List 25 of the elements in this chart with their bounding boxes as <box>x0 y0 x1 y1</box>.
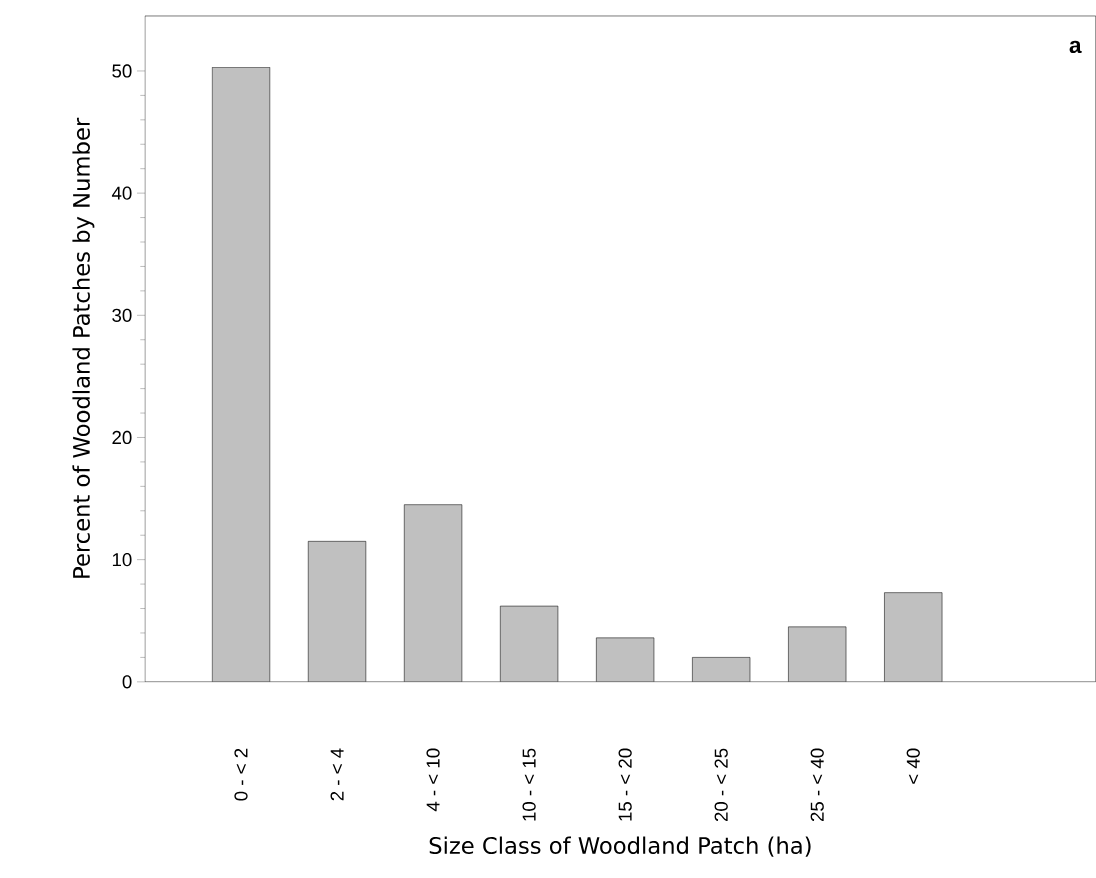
x-tick-label: 20 - < 25 <box>714 748 728 822</box>
bar <box>884 592 943 682</box>
x-tick-label: 10 - < 15 <box>522 748 536 821</box>
y-axis-title: Percent of Woodland Patches by Number <box>72 117 95 578</box>
bar <box>307 541 367 682</box>
x-tick-label: 25 - < 40 <box>810 748 824 822</box>
y-tick-label: 10 <box>112 553 132 567</box>
bar <box>692 657 751 682</box>
y-tick-label: 30 <box>112 308 132 323</box>
x-tick-label: 15 - < 20 <box>618 748 632 821</box>
bar <box>788 626 847 682</box>
y-tick-label: 50 <box>112 64 132 78</box>
x-axis-title: Size Class of Woodland Patch (ha) <box>429 836 811 857</box>
y-tick-label: 20 <box>112 430 132 445</box>
bar <box>211 67 271 682</box>
x-tick-label: < 40 <box>906 748 920 784</box>
text: a <box>1069 40 1082 54</box>
x-tick-label: 0 - < 2 <box>234 748 248 801</box>
bar <box>500 605 559 682</box>
x-tick-label: 2 - < 4 <box>330 748 344 801</box>
bar <box>596 637 655 682</box>
bar <box>404 504 463 682</box>
y-tick-label: 40 <box>111 186 132 200</box>
y-tick-label: 0 <box>122 675 132 689</box>
x-tick-label: 4 - < 10 <box>426 748 440 812</box>
